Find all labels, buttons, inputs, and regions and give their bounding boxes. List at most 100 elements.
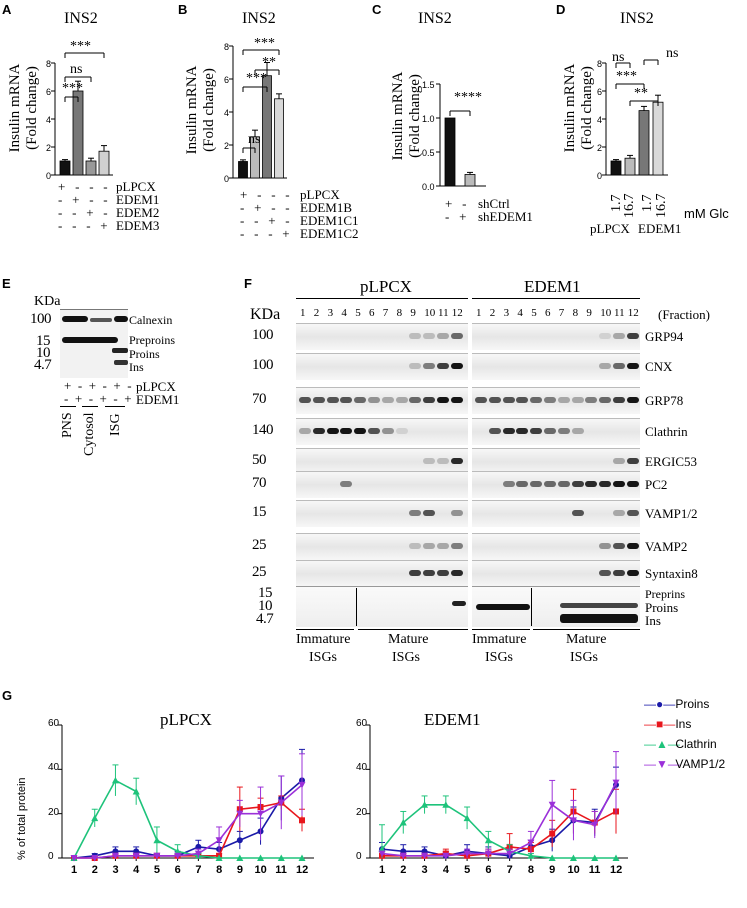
panel-f-band [381, 428, 394, 434]
panel-f-band [626, 458, 639, 464]
panel-a-row-label: pLPCX [116, 179, 156, 194]
panel-e-marker: 15 [36, 333, 51, 349]
panel-f-band [516, 481, 529, 487]
panel-f-marker: 140 [252, 422, 274, 438]
panel-f-marker: 15 [252, 504, 267, 520]
panel-f-label: F [244, 276, 252, 291]
tick-label: 8 [216, 864, 223, 876]
data-point [463, 850, 471, 858]
panel-f-group-label: pLPCX [360, 277, 412, 296]
panel-f-blot [472, 560, 640, 587]
panel-f-band [450, 543, 463, 549]
panel-c-title: INS2 [418, 10, 452, 27]
data-point [421, 852, 429, 860]
panel-c-signs-row: + - [445, 196, 467, 211]
panel-f-band [613, 481, 625, 487]
tick-label: 8 [527, 864, 535, 876]
panel-a-signs-row: - - + - [58, 205, 108, 220]
panel-d-sig: ns [612, 50, 625, 65]
panel-b-signs-row: - + - - [240, 200, 290, 215]
panel-f-row-label: PC2 [645, 477, 668, 492]
panel-f-band [409, 333, 422, 339]
tick-label: 60 [48, 718, 60, 729]
panel-f-band [560, 603, 638, 608]
data-point [298, 854, 306, 861]
panel-f-band [613, 397, 625, 403]
panel-d-sig: *** [616, 69, 637, 84]
fraction-number: 9 [586, 307, 592, 319]
tick-label: 5 [153, 864, 161, 876]
panel-f-row-label: GRP94 [645, 329, 684, 344]
panel-f-band [488, 428, 501, 434]
data-point [299, 817, 305, 824]
data-point [153, 852, 161, 860]
panel-g-title-edem1: EDEM1 [424, 710, 481, 729]
tick-label: 2 [91, 864, 98, 876]
panel-e-band [62, 316, 88, 322]
panel-e-band-label: Proins [129, 347, 160, 361]
panel-f-row-label: VAMP2 [645, 539, 688, 554]
panel-f-blot [296, 471, 468, 498]
panel-f-band [312, 428, 325, 434]
data-point [612, 779, 620, 787]
panel-f-band [409, 363, 422, 369]
panel-b-ytick: 2 [224, 141, 230, 151]
panel-a-sig: *** [70, 39, 91, 54]
panel-f-marker: 15 [258, 585, 273, 601]
series-line-vamp1/2 [74, 784, 303, 859]
panel-f-marker: 100 [252, 327, 274, 343]
panel-f-band [368, 397, 380, 403]
panel-f-bottom-label: Mature [566, 632, 607, 647]
fraction-number: 12 [451, 307, 463, 319]
fraction-number: 8 [572, 307, 579, 319]
tick-label: 11 [275, 864, 287, 876]
panel-f-bracket [533, 629, 640, 630]
panel-f-band [437, 397, 449, 403]
panel-f-band [437, 458, 449, 464]
tick-label: 6 [174, 864, 181, 876]
data-point [298, 781, 306, 789]
panel-f-band [571, 428, 584, 434]
panel-f-band [423, 570, 436, 576]
panel-c-row-label: shCtrl [478, 196, 510, 211]
panel-f-band [557, 481, 570, 487]
panel-f-marker: 50 [252, 452, 267, 468]
data-point [421, 801, 429, 808]
panel-e-band [62, 337, 118, 343]
tick-label: 0 [356, 851, 362, 862]
panel-c-signs-row: - + [445, 209, 467, 224]
data-point [591, 821, 599, 829]
panel-b-sig: ** [262, 55, 276, 70]
panel-f-band [502, 428, 515, 434]
tick-label: 7 [506, 864, 513, 876]
panel-f-divider [356, 588, 357, 626]
panel-f-band [437, 570, 449, 576]
tick-label: 5 [464, 864, 471, 876]
panel-f-bracket [472, 629, 530, 630]
panel-c-ytick: 1.5 [422, 80, 435, 90]
panel-f-row-label: ERGIC53 [645, 454, 697, 469]
data-point [215, 837, 223, 844]
panel-f-marker: 10 [258, 598, 273, 614]
panel-f-band [423, 510, 436, 516]
panel-f-band [571, 510, 584, 516]
panel-f-band [530, 428, 543, 434]
panel-a-ytick: 4 [46, 115, 52, 125]
fraction-number: 6 [545, 307, 551, 319]
panel-g-label: G [2, 688, 13, 703]
panel-f-marker: 70 [252, 391, 267, 407]
series-line-vamp1/2 [381, 782, 617, 857]
tick-label: 1 [71, 864, 78, 876]
panel-f-marker: 70 [252, 475, 267, 491]
panel-g-legend-item: —■— Ins [644, 717, 692, 731]
panel-f-marker: 4.7 [256, 611, 274, 627]
panel-f-band [571, 397, 584, 403]
panel-c-sig: **** [454, 90, 482, 105]
fraction-number: 4 [517, 307, 523, 319]
panel-b-label: B [178, 2, 188, 17]
panel-f-band [354, 428, 367, 434]
data-point [111, 852, 119, 860]
panel-f-band [560, 614, 638, 623]
